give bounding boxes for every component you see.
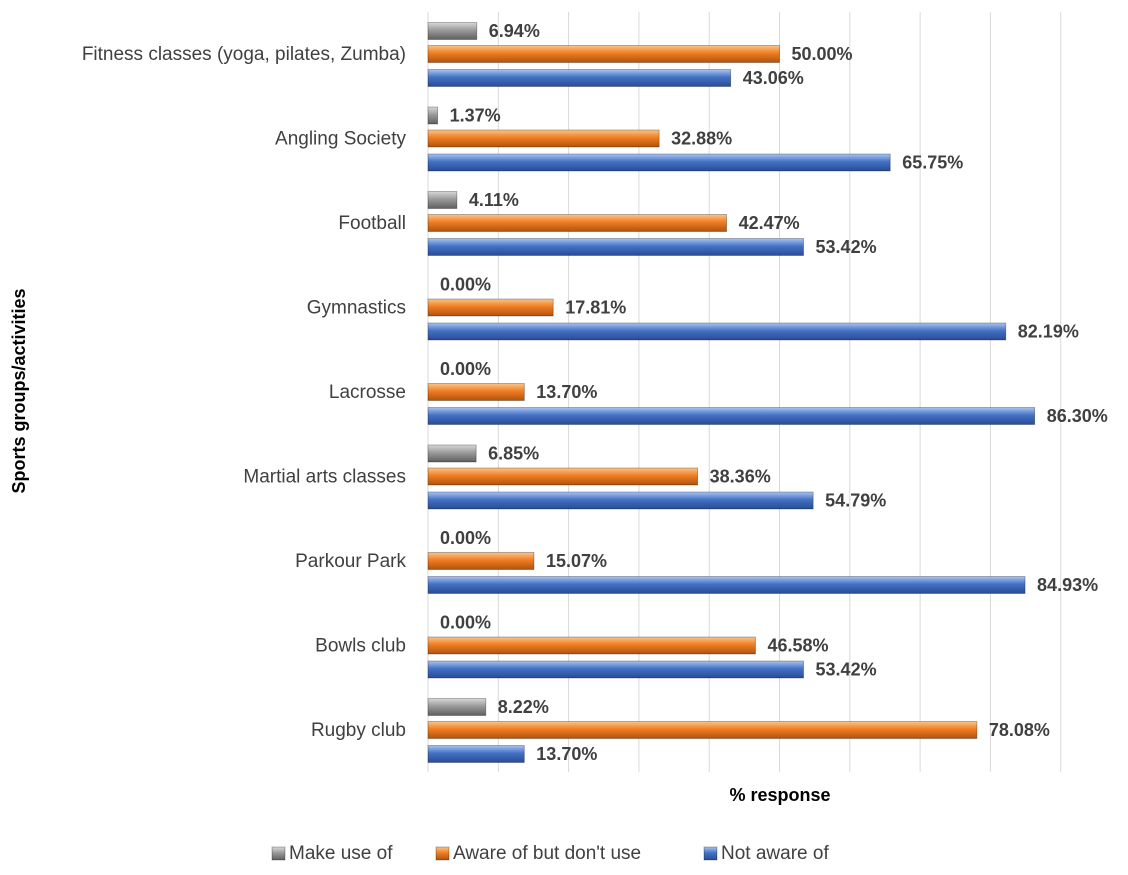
data-label: 13.70% (536, 744, 597, 764)
data-label: 0.00% (440, 528, 491, 548)
data-label: 6.94% (489, 21, 540, 41)
bar-not-aware-of (428, 746, 524, 763)
bar-aware-of-but-don-t-use (428, 130, 659, 147)
x-axis-title: % response (729, 785, 830, 805)
data-label: 78.08% (989, 720, 1050, 740)
data-label: 32.88% (671, 129, 732, 149)
category-label: Bowls club (315, 636, 406, 657)
category-label: Gymnastics (307, 298, 406, 319)
bar-not-aware-of (428, 70, 731, 87)
category-label: Fitness classes (yoga, pilates, Zumba) (82, 44, 406, 65)
bar-aware-of-but-don-t-use (428, 722, 977, 739)
category-label: Martial arts classes (243, 467, 406, 488)
bar-aware-of-but-don-t-use (428, 299, 553, 316)
data-label: 82.19% (1018, 322, 1079, 342)
bar-not-aware-of (428, 154, 890, 171)
legend-swatch (272, 847, 285, 860)
category-label: Lacrosse (329, 382, 406, 403)
data-label: 50.00% (792, 44, 853, 64)
bar-aware-of-but-don-t-use (428, 215, 727, 232)
category-label: Angling Society (275, 129, 406, 150)
legend-label: Make use of (289, 843, 393, 864)
bar-not-aware-of (428, 577, 1025, 594)
data-label: 6.85% (488, 444, 539, 464)
data-label: 54.79% (825, 491, 886, 511)
bars: 6.94% 50.00% 43.06% 1.37% 32.88% 65.75% 4.11% 4… (428, 21, 1108, 764)
legend-label: Not aware of (721, 843, 829, 864)
bar-aware-of-but-don-t-use (428, 637, 755, 654)
category-label: Parkour Park (295, 551, 406, 572)
bar-make-use-of (428, 445, 476, 462)
bar-aware-of-but-don-t-use (428, 553, 534, 570)
data-label: 1.37% (450, 106, 501, 126)
data-label: 46.58% (767, 636, 828, 656)
bar-aware-of-but-don-t-use (428, 46, 780, 63)
bar-aware-of-but-don-t-use (428, 468, 698, 485)
data-label: 0.00% (440, 275, 491, 295)
data-label: 17.81% (565, 298, 626, 318)
data-label: 38.36% (710, 467, 771, 487)
data-label: 8.22% (498, 697, 549, 717)
category-label: Football (338, 213, 406, 234)
data-label: 53.42% (816, 660, 877, 680)
bar-aware-of-but-don-t-use (428, 384, 524, 401)
bar-make-use-of (428, 107, 438, 124)
data-label: 13.70% (536, 382, 597, 402)
bar-make-use-of (428, 192, 457, 209)
data-label: 65.75% (902, 153, 963, 173)
data-label: 0.00% (440, 359, 491, 379)
bar-make-use-of (428, 23, 477, 40)
legend-swatch (436, 847, 449, 860)
bar-not-aware-of (428, 492, 813, 509)
bar-make-use-of (428, 699, 486, 716)
data-label: 42.47% (739, 213, 800, 233)
bar-not-aware-of (428, 661, 804, 678)
legend-label: Aware of but don't use (453, 843, 641, 864)
bar-not-aware-of (428, 408, 1035, 425)
data-label: 4.11% (469, 190, 519, 210)
category-label: Rugby club (311, 720, 406, 741)
bar-not-aware-of (428, 323, 1006, 340)
data-label: 84.93% (1037, 575, 1098, 595)
legend: Make use of Aware of but don't use Not awa… (272, 843, 829, 864)
data-label: 15.07% (546, 551, 607, 571)
y-axis-title: Sports groups/activities (9, 288, 29, 493)
data-label: 86.30% (1047, 406, 1108, 426)
category-labels: Fitness classes (yoga, pilates, Zumba) An… (82, 44, 407, 741)
data-label: 53.42% (816, 237, 877, 257)
legend-swatch (704, 847, 717, 860)
data-label: 0.00% (440, 613, 491, 633)
data-label: 43.06% (743, 68, 804, 88)
bar-not-aware-of (428, 239, 804, 256)
